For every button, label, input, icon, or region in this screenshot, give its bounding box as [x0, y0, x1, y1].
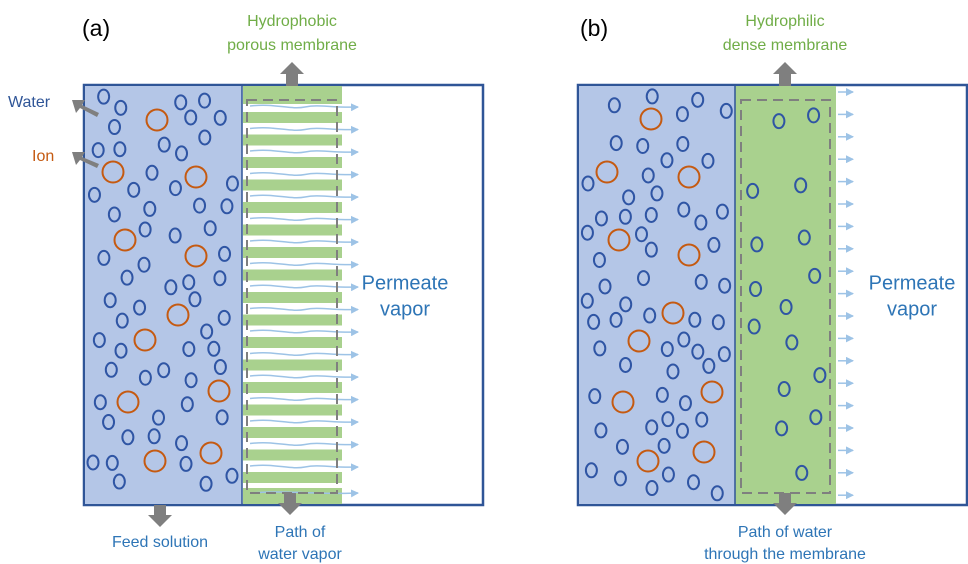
pore-wall [243, 270, 342, 281]
pore-wall [243, 315, 342, 326]
panel-label: (b) [580, 15, 608, 41]
permeate-label: vapor [887, 298, 937, 320]
pore-wall [243, 180, 342, 191]
pore-wall [243, 202, 342, 213]
water-label: Water [8, 94, 51, 111]
path-label: water vapor [257, 546, 342, 563]
path-label: Path of [275, 524, 326, 541]
path-label: through the membrane [704, 546, 866, 563]
pore-wall [243, 135, 342, 146]
pore-wall [243, 382, 342, 393]
dense-membrane [735, 86, 836, 504]
path-label: Path of water [738, 524, 833, 541]
figure: (a) Hydrophobic porous membrane Water Io… [0, 0, 968, 564]
pore-wall [243, 292, 342, 303]
permeate-label: Permeate [362, 272, 449, 294]
permeate-label: vapor [380, 298, 430, 320]
membrane-top [243, 86, 342, 104]
pore-wall [243, 225, 342, 236]
feed-label: Feed solution [112, 534, 208, 551]
arrow-down [148, 505, 172, 527]
pore-wall [243, 157, 342, 168]
feed-region [579, 86, 735, 504]
pore-wall [243, 360, 342, 371]
membrane-label: Hydrophilic [745, 13, 824, 30]
pore-wall [243, 247, 342, 258]
membrane-label: porous membrane [227, 37, 357, 54]
pore-wall [243, 450, 342, 461]
membrane-label: Hydrophobic [247, 13, 337, 30]
pore-wall [243, 112, 342, 123]
pore-wall [243, 472, 342, 483]
shapes [72, 62, 967, 527]
arrow-up [280, 62, 304, 86]
ion-label: Ion [32, 148, 54, 165]
panel-label: (a) [82, 15, 110, 41]
membrane-label: dense membrane [723, 37, 848, 54]
pore-wall [243, 427, 342, 438]
permeate-label: Permeate [869, 272, 956, 294]
pore-wall [243, 337, 342, 348]
arrow-up [773, 62, 797, 86]
pore-wall [243, 405, 342, 416]
feed-region [85, 86, 242, 504]
